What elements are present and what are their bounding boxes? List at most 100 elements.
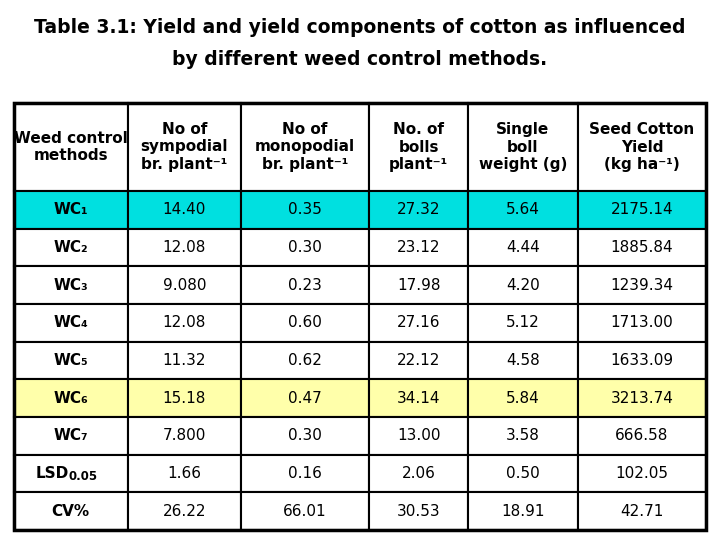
Bar bbox=[369, 492, 468, 530]
Text: WC₇: WC₇ bbox=[53, 428, 88, 443]
Text: WC₄: WC₄ bbox=[53, 315, 88, 330]
Bar bbox=[578, 191, 706, 228]
Text: 5.12: 5.12 bbox=[506, 315, 540, 330]
Bar bbox=[14, 103, 706, 530]
Text: 3213.74: 3213.74 bbox=[611, 390, 673, 406]
Bar bbox=[369, 228, 468, 266]
Text: 1885.84: 1885.84 bbox=[611, 240, 673, 255]
Bar bbox=[468, 191, 578, 228]
Bar bbox=[241, 342, 369, 379]
Text: by different weed control methods.: by different weed control methods. bbox=[172, 50, 548, 69]
Bar bbox=[241, 103, 369, 191]
Bar bbox=[241, 191, 369, 228]
Bar bbox=[127, 228, 241, 266]
Text: 1.66: 1.66 bbox=[167, 466, 202, 481]
Text: No of
monopodial
br. plant⁻¹: No of monopodial br. plant⁻¹ bbox=[255, 122, 355, 172]
Text: WC₃: WC₃ bbox=[53, 278, 88, 293]
Text: Seed Cotton
Yield
(kg ha⁻¹): Seed Cotton Yield (kg ha⁻¹) bbox=[589, 122, 695, 172]
Text: No of
sympodial
br. plant⁻¹: No of sympodial br. plant⁻¹ bbox=[140, 122, 228, 172]
Bar bbox=[468, 417, 578, 455]
Bar bbox=[14, 266, 127, 304]
Bar bbox=[14, 103, 127, 191]
Bar bbox=[14, 455, 127, 492]
Text: 4.58: 4.58 bbox=[506, 353, 540, 368]
Bar bbox=[578, 266, 706, 304]
Bar bbox=[14, 304, 127, 342]
Bar bbox=[578, 492, 706, 530]
Bar bbox=[127, 103, 241, 191]
Text: WC₆: WC₆ bbox=[53, 390, 88, 406]
Bar bbox=[127, 379, 241, 417]
Text: LSD: LSD bbox=[35, 466, 68, 481]
Text: No. of
bolls
plant⁻¹: No. of bolls plant⁻¹ bbox=[389, 122, 449, 172]
Bar bbox=[14, 228, 127, 266]
Bar bbox=[468, 492, 578, 530]
Bar bbox=[468, 455, 578, 492]
Text: 18.91: 18.91 bbox=[501, 504, 545, 518]
Bar bbox=[127, 417, 241, 455]
Text: 9.080: 9.080 bbox=[163, 278, 206, 293]
Text: 26.22: 26.22 bbox=[163, 504, 206, 518]
Text: 42.71: 42.71 bbox=[620, 504, 664, 518]
Bar bbox=[241, 304, 369, 342]
Bar bbox=[241, 492, 369, 530]
Text: 666.58: 666.58 bbox=[615, 428, 669, 443]
Text: 0.16: 0.16 bbox=[288, 466, 322, 481]
Text: 17.98: 17.98 bbox=[397, 278, 441, 293]
Bar bbox=[578, 228, 706, 266]
Text: 0.35: 0.35 bbox=[288, 202, 322, 217]
Bar bbox=[14, 379, 127, 417]
Bar bbox=[241, 379, 369, 417]
Bar bbox=[578, 455, 706, 492]
Bar bbox=[369, 266, 468, 304]
Text: 5.64: 5.64 bbox=[506, 202, 540, 217]
Text: 1633.09: 1633.09 bbox=[611, 353, 673, 368]
Text: 102.05: 102.05 bbox=[616, 466, 668, 481]
Bar bbox=[369, 379, 468, 417]
Text: 0.05: 0.05 bbox=[68, 470, 98, 483]
Bar bbox=[369, 304, 468, 342]
Bar bbox=[369, 103, 468, 191]
Text: 0.47: 0.47 bbox=[288, 390, 322, 406]
Bar bbox=[14, 492, 127, 530]
Text: 4.44: 4.44 bbox=[506, 240, 540, 255]
Text: 14.40: 14.40 bbox=[163, 202, 206, 217]
Text: 0.62: 0.62 bbox=[288, 353, 322, 368]
Text: 2.06: 2.06 bbox=[402, 466, 436, 481]
Bar bbox=[369, 455, 468, 492]
Text: 0.30: 0.30 bbox=[288, 428, 322, 443]
Bar bbox=[241, 417, 369, 455]
Text: WC₁: WC₁ bbox=[53, 202, 88, 217]
Text: CV%: CV% bbox=[52, 504, 90, 518]
Bar bbox=[468, 342, 578, 379]
Bar bbox=[241, 266, 369, 304]
Text: 2175.14: 2175.14 bbox=[611, 202, 673, 217]
Text: 12.08: 12.08 bbox=[163, 315, 206, 330]
Text: 4.20: 4.20 bbox=[506, 278, 540, 293]
Text: 27.16: 27.16 bbox=[397, 315, 441, 330]
Bar bbox=[578, 103, 706, 191]
Text: Table 3.1: Yield and yield components of cotton as influenced: Table 3.1: Yield and yield components of… bbox=[35, 18, 685, 37]
Bar bbox=[127, 266, 241, 304]
Text: 0.30: 0.30 bbox=[288, 240, 322, 255]
Bar bbox=[127, 492, 241, 530]
Text: 34.14: 34.14 bbox=[397, 390, 441, 406]
Text: 5.84: 5.84 bbox=[506, 390, 540, 406]
Bar bbox=[14, 342, 127, 379]
Bar bbox=[578, 417, 706, 455]
Text: 66.01: 66.01 bbox=[283, 504, 327, 518]
Text: WC₅: WC₅ bbox=[53, 353, 88, 368]
Text: 0.50: 0.50 bbox=[506, 466, 540, 481]
Text: 1239.34: 1239.34 bbox=[611, 278, 673, 293]
Bar bbox=[369, 417, 468, 455]
Bar bbox=[468, 228, 578, 266]
Bar bbox=[578, 379, 706, 417]
Bar bbox=[127, 304, 241, 342]
Bar bbox=[468, 379, 578, 417]
Bar bbox=[369, 191, 468, 228]
Bar bbox=[127, 191, 241, 228]
Text: 7.800: 7.800 bbox=[163, 428, 206, 443]
Bar bbox=[127, 455, 241, 492]
Bar bbox=[468, 266, 578, 304]
Text: 27.32: 27.32 bbox=[397, 202, 441, 217]
